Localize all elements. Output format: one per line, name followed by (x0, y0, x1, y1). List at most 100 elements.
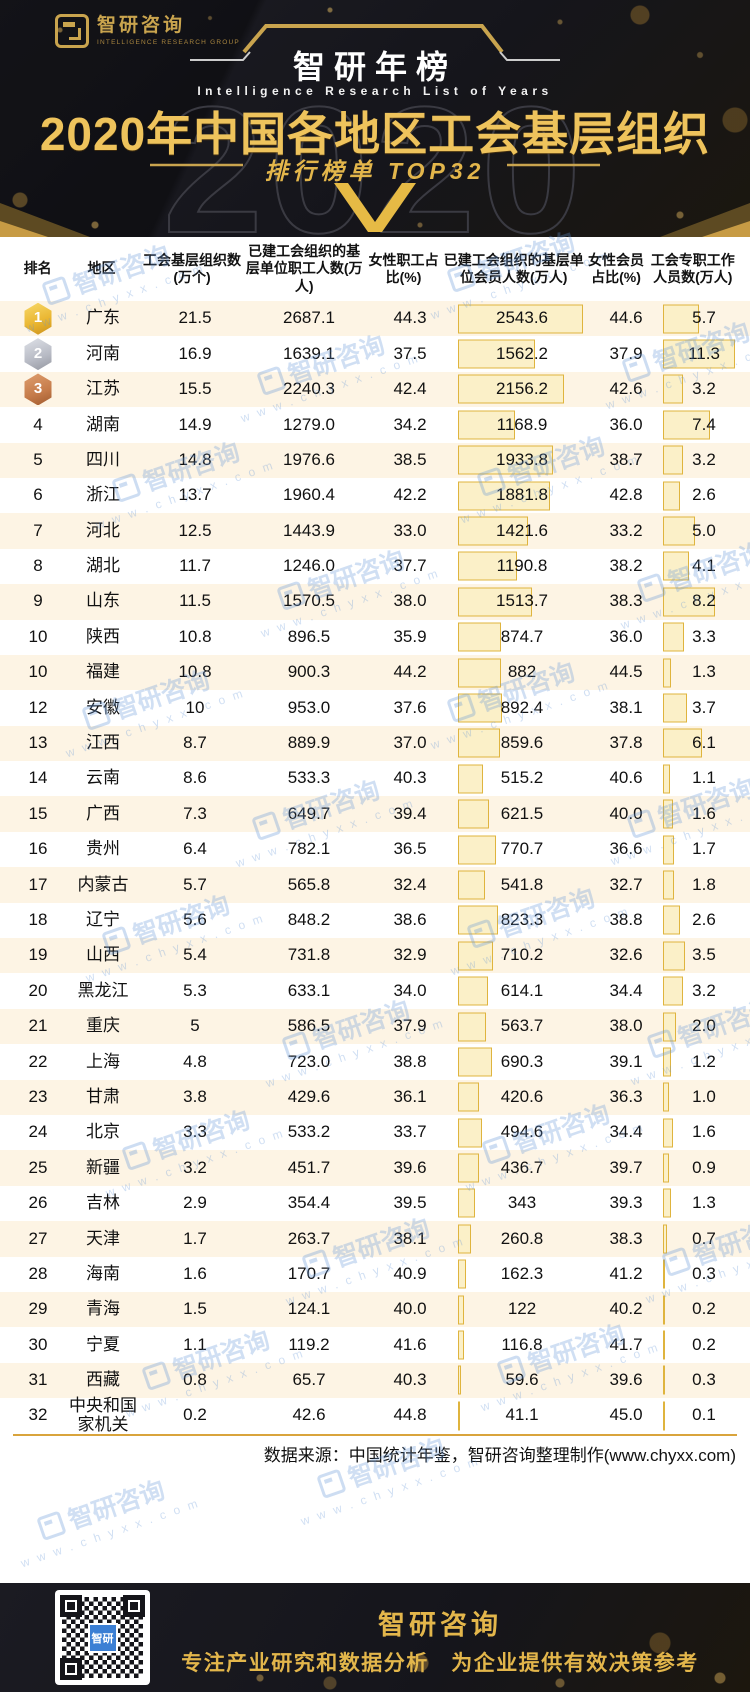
female-staff-pct-cell: 37.6 (393, 697, 427, 717)
table-row: 1 广东 21.5 2687.1 44.3 2543.6 44.6 5.7 (0, 301, 750, 337)
member-count-bar (458, 976, 489, 1006)
region-cell: 江苏 (86, 379, 120, 399)
member-count-bar (458, 1365, 461, 1395)
member-count-value: 260.8 (500, 1228, 544, 1248)
banner-title: 智研年榜 (292, 49, 457, 85)
fulltime-staff-value: 0.2 (692, 1334, 716, 1354)
female-staff-pct-cell: 38.0 (393, 591, 427, 611)
member-count-bar (458, 1259, 466, 1289)
fulltime-staff-value: 3.2 (692, 379, 716, 399)
fulltime-staff-cell: 0.3 (658, 1363, 750, 1398)
fulltime-staff-bar (663, 728, 702, 758)
rank-value: 28 (28, 1263, 48, 1283)
fulltime-staff-cell: 8.2 (658, 584, 750, 619)
member-count-cell: 494.6 (450, 1115, 594, 1150)
member-count-value: 515.2 (500, 768, 544, 788)
rank-cell: 7 (12, 521, 64, 541)
fulltime-staff-value: 2.6 (692, 485, 716, 505)
member-count-value: 882 (507, 662, 537, 682)
female-staff-pct-cell: 38.8 (393, 1051, 427, 1071)
qr-eye-icon (60, 1595, 82, 1617)
footer-brand: 智研咨询 (378, 1610, 502, 1640)
rank-medal-icon: 2 (24, 338, 52, 371)
fulltime-staff-value: 1.0 (692, 1086, 716, 1106)
org-count-cell: 1.6 (183, 1263, 207, 1283)
member-count-value: 494.6 (500, 1122, 544, 1142)
fulltime-staff-bar (663, 905, 680, 935)
fulltime-staff-cell: 3.2 (658, 443, 750, 478)
region-cell: 天津 (86, 1228, 120, 1248)
table-row: 14 云南 8.6 533.3 40.3 515.2 40.6 1.1 (0, 761, 750, 796)
staff-count-cell: 649.7 (287, 803, 331, 823)
trapezoid-deco-line (242, 24, 504, 54)
female-staff-pct-cell: 34.2 (393, 414, 427, 434)
col-header-staff-count: 已建工会组织的基层单位职工人数(万人) (245, 242, 363, 294)
female-staff-pct-cell: 34.0 (393, 980, 427, 1000)
qr-center-logo: 智研 (87, 1622, 118, 1653)
member-count-bar (458, 693, 502, 723)
female-member-pct-cell: 32.6 (609, 945, 643, 965)
staff-count-cell: 42.6 (292, 1405, 326, 1425)
table-row: 25 新疆 3.2 451.7 39.6 436.7 39.7 0.9 (0, 1150, 750, 1186)
region-cell: 安徽 (86, 697, 120, 717)
fulltime-staff-value: 2.0 (692, 1016, 716, 1036)
page-title: 2020年中国各地区工会基层组织 (39, 108, 711, 160)
region-cell: 重庆 (86, 1016, 120, 1036)
table-row: 13 江西 8.7 889.9 37.0 859.6 37.8 6.1 (0, 725, 750, 762)
member-count-bar (458, 339, 535, 369)
rank-cell: 1 (12, 302, 64, 335)
rank-value: 1 (12, 302, 64, 335)
member-count-cell: 1168.9 (450, 407, 594, 442)
staff-count-cell: 533.2 (287, 1122, 331, 1142)
rank-value: 18 (28, 909, 48, 929)
fulltime-staff-bar (663, 587, 716, 617)
fulltime-staff-cell: 1.2 (658, 1044, 750, 1079)
fulltime-staff-value: 0.7 (692, 1228, 716, 1248)
rank-value: 26 (28, 1193, 48, 1213)
staff-count-cell: 586.5 (287, 1016, 331, 1036)
female-staff-pct-cell: 33.0 (393, 520, 427, 540)
fulltime-staff-value: 3.5 (692, 945, 716, 965)
staff-count-cell: 782.1 (287, 839, 331, 859)
brand-name-en: INTELLIGENCE RESEARCH GROUP (97, 38, 240, 46)
female-staff-pct-cell: 38.1 (393, 1228, 427, 1248)
fulltime-staff-value: 1.1 (692, 768, 716, 788)
rank-cell: 2 (12, 338, 64, 371)
member-count-bar (458, 304, 583, 334)
rank-cell: 29 (12, 1300, 64, 1319)
member-count-cell: 1881.8 (450, 478, 594, 513)
region-cell: 北京 (86, 1122, 120, 1142)
fulltime-staff-cell: 1.6 (658, 796, 750, 831)
staff-count-cell: 65.7 (292, 1370, 326, 1390)
member-count-cell: 1933.8 (450, 443, 594, 478)
female-staff-pct-cell: 40.9 (393, 1263, 427, 1283)
rank-cell: 25 (12, 1158, 64, 1178)
hero-decorations: 2020 (0, 24, 750, 237)
region-cell: 中央和国家机关 (69, 1396, 137, 1434)
female-staff-pct-cell: 39.6 (393, 1157, 427, 1177)
org-count-cell: 10.8 (178, 626, 212, 646)
fulltime-staff-cell: 1.3 (658, 1186, 750, 1221)
female-staff-pct-cell: 40.0 (393, 1299, 427, 1319)
member-count-cell: 1421.6 (450, 513, 594, 548)
member-count-cell: 823.3 (450, 903, 594, 938)
fulltime-staff-bar (663, 1188, 672, 1218)
qr-eye-icon (123, 1595, 145, 1617)
fulltime-staff-value: 0.9 (692, 1157, 716, 1177)
fulltime-staff-cell: 0.3 (658, 1257, 750, 1292)
watermark-logo-icon (36, 1510, 67, 1541)
org-count-cell: 13.7 (178, 485, 212, 505)
member-count-cell: 859.6 (450, 726, 594, 761)
region-cell: 宁夏 (86, 1334, 120, 1354)
rank-cell: 22 (12, 1052, 64, 1072)
member-count-bar (458, 835, 496, 865)
member-count-bar (458, 799, 489, 829)
title-right-tick (499, 51, 560, 61)
org-count-cell: 10.8 (178, 662, 212, 682)
member-count-cell: 420.6 (450, 1080, 594, 1115)
table-row: 32 中央和国家机关 0.2 42.6 44.8 41.1 45.0 0.1 (0, 1396, 750, 1434)
member-count-cell: 563.7 (450, 1009, 594, 1044)
rank-value: 17 (28, 874, 48, 894)
member-count-bar (458, 1118, 483, 1148)
female-member-pct-cell: 39.1 (609, 1051, 643, 1071)
